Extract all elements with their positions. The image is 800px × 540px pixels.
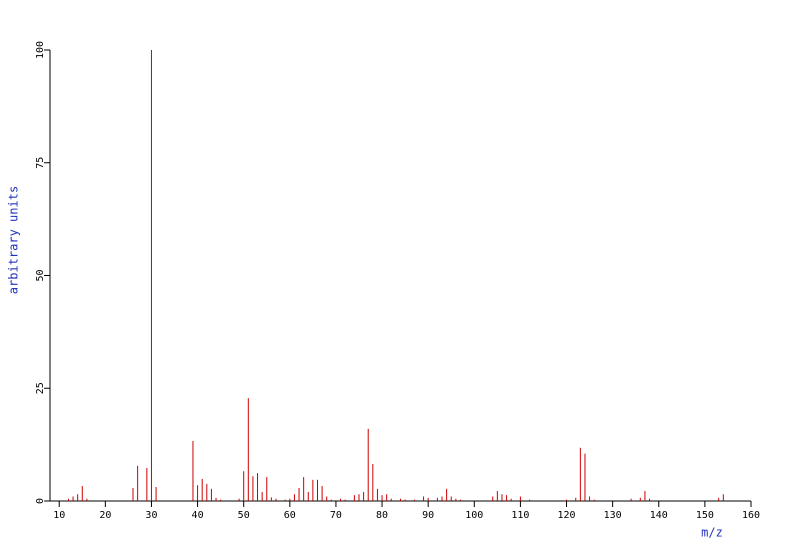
x-tick-label: 80 <box>376 510 388 521</box>
y-tick-label: 100 <box>35 41 46 59</box>
x-tick-label: 60 <box>284 510 296 521</box>
x-tick-label: 50 <box>238 510 250 521</box>
x-tick-label: 90 <box>422 510 434 521</box>
x-tick-label: 70 <box>330 510 342 521</box>
x-tick-label: 10 <box>53 510 65 521</box>
x-tick-label: 160 <box>742 510 760 521</box>
y-tick-label: 75 <box>35 157 46 169</box>
y-axis-title: arbitrary units <box>7 186 21 294</box>
x-tick-label: 40 <box>192 510 204 521</box>
x-tick-label: 120 <box>557 510 575 521</box>
x-axis-title: m/z <box>701 526 723 540</box>
x-tick-label: 100 <box>465 510 483 521</box>
x-tick-label: 150 <box>696 510 714 521</box>
x-tick-label: 20 <box>99 510 111 521</box>
x-tick-label: 30 <box>145 510 157 521</box>
x-tick-label: 140 <box>650 510 668 521</box>
y-tick-label: 0 <box>35 498 46 504</box>
x-tick-label: 130 <box>604 510 622 521</box>
y-tick-label: 50 <box>35 269 46 281</box>
x-tick-label: 110 <box>511 510 529 521</box>
y-tick-label: 25 <box>35 382 46 394</box>
